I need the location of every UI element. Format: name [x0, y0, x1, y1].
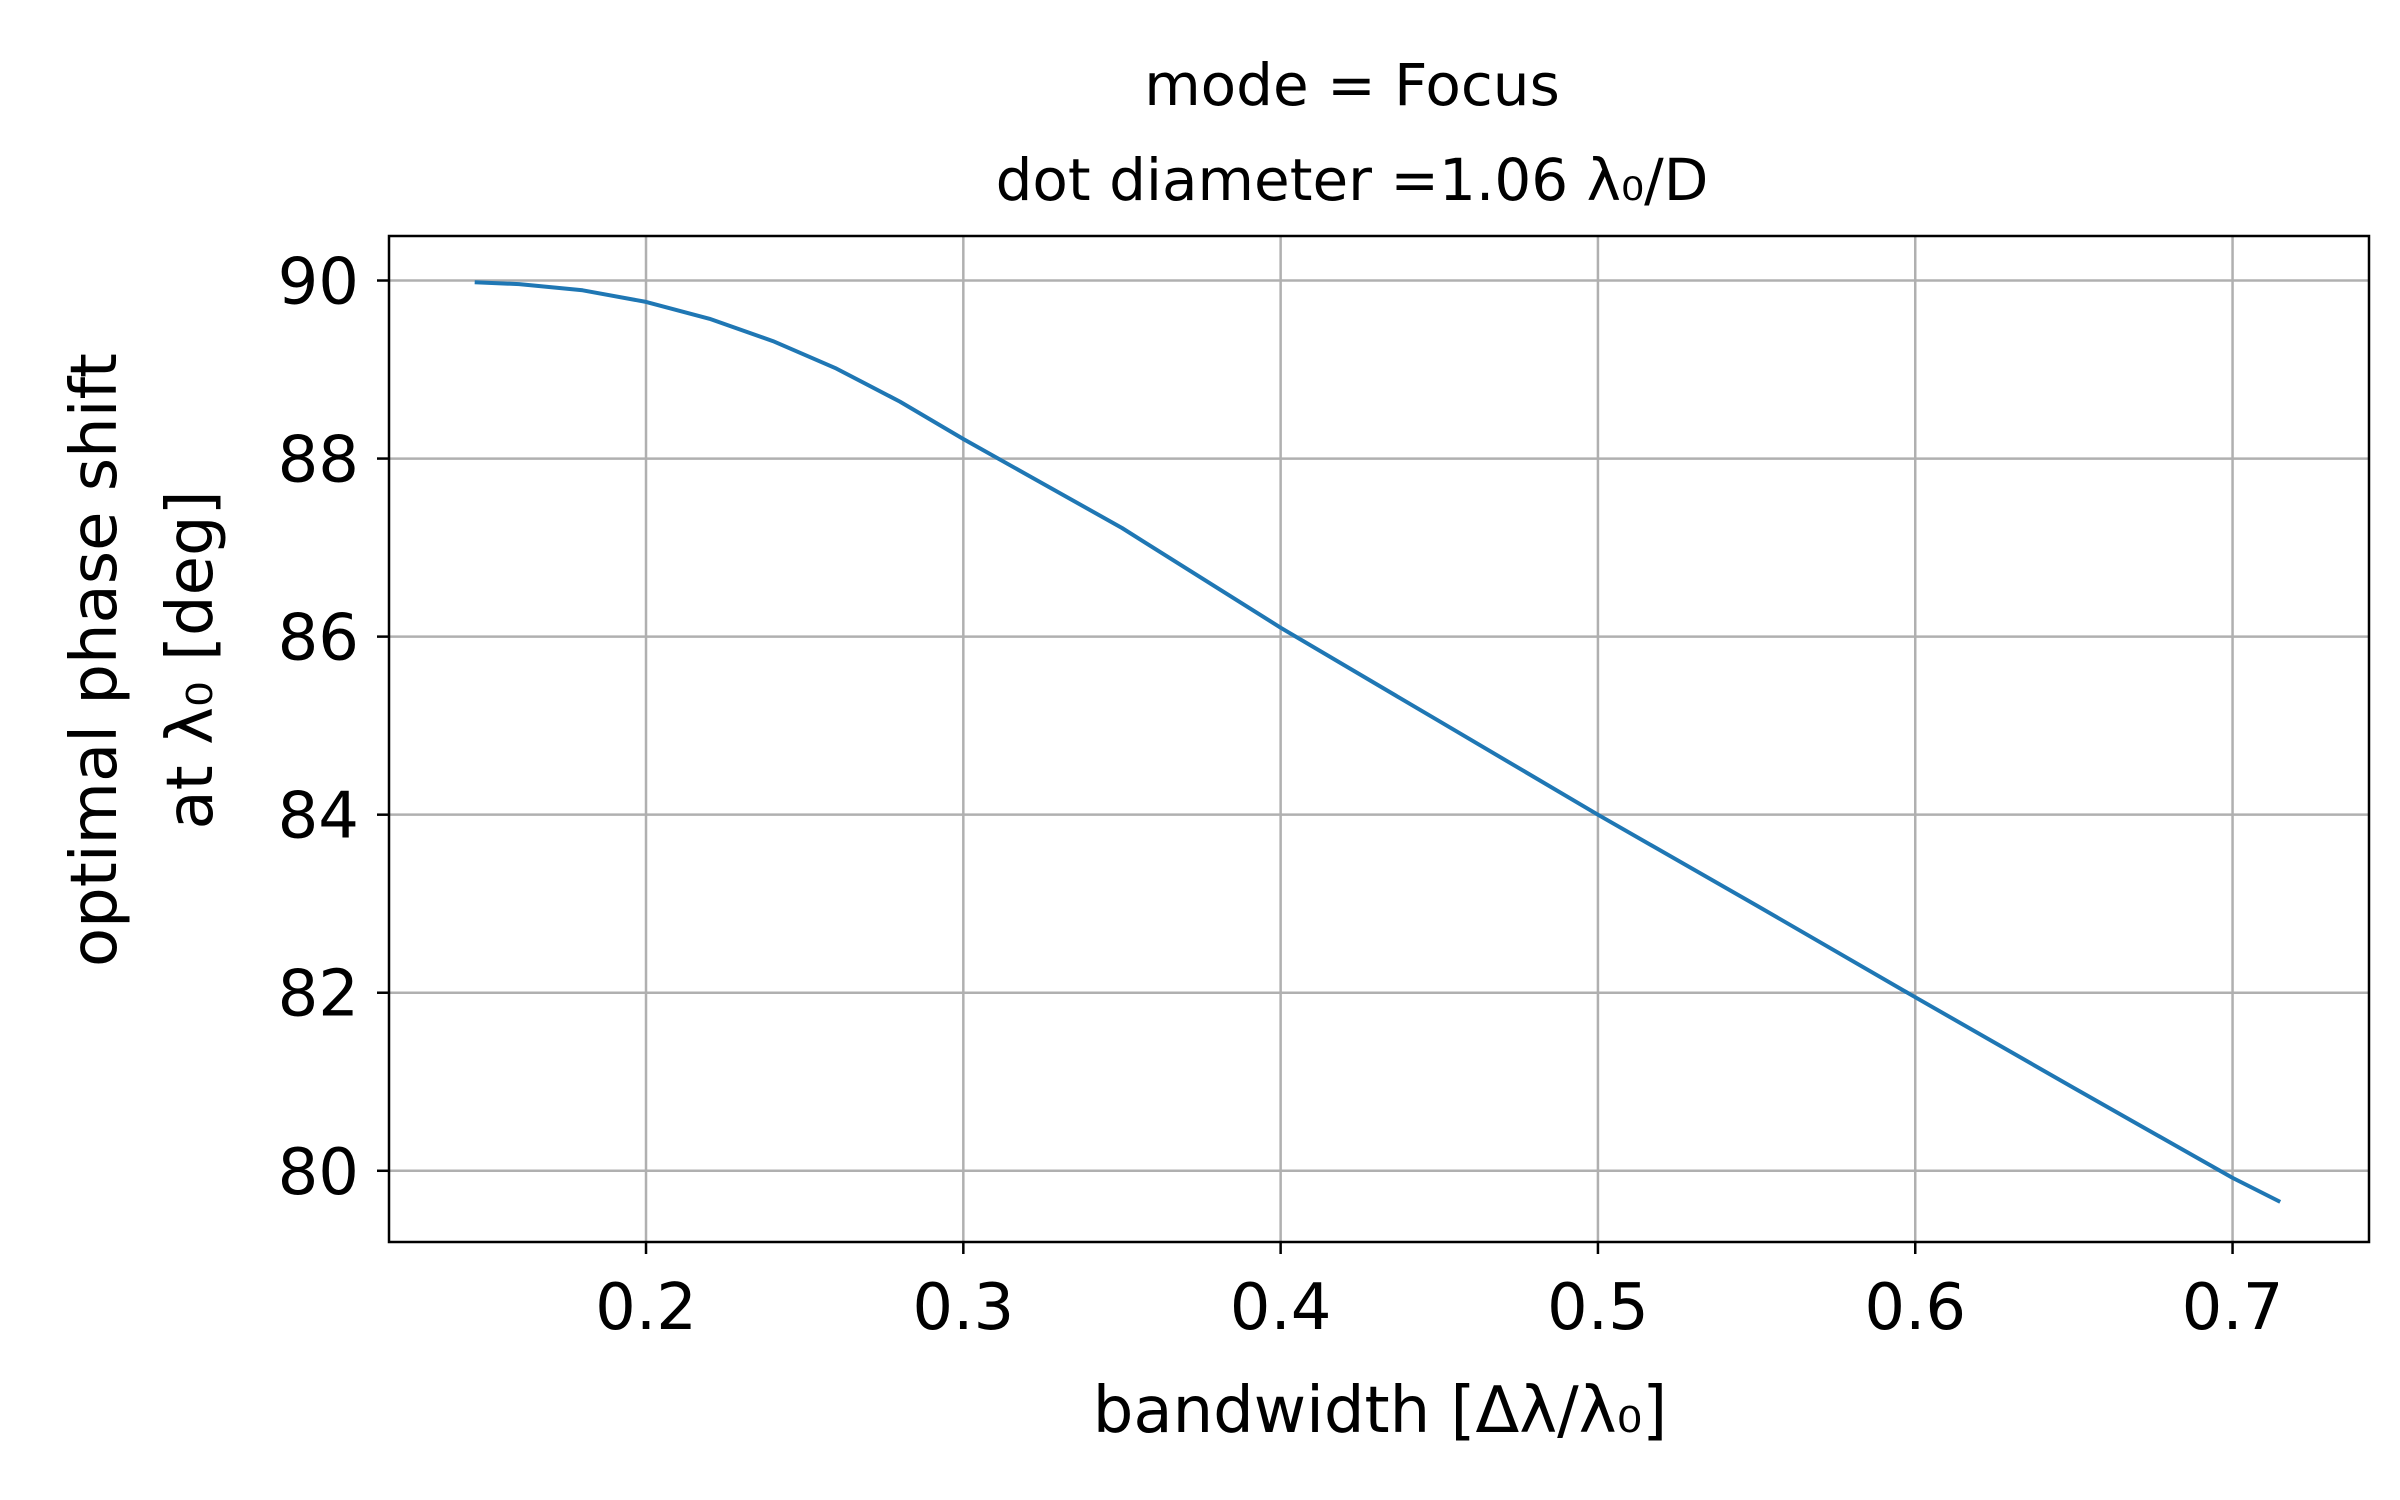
x-tick-label: 0.3 [912, 1271, 1014, 1345]
y-tick-label: 82 [278, 958, 359, 1032]
y-tick-label: 88 [278, 424, 359, 498]
y-axis-label-line1: optimal phase shift [58, 353, 132, 967]
series-line-0 [474, 280, 2282, 1204]
y-tick-label: 80 [278, 1136, 359, 1210]
chart-title-line1: mode = Focus [1144, 51, 1560, 119]
x-tick-label: 0.2 [595, 1271, 697, 1345]
x-axis-label: bandwidth [Δλ/λ₀] [1093, 1374, 1667, 1448]
plot-frame [387, 234, 2371, 1244]
chart-title-line2: dot diameter =1.06 λ₀/D [996, 146, 1709, 214]
y-tick-label: 86 [278, 602, 359, 676]
y-tick-label: 90 [278, 246, 359, 320]
x-tick-label: 0.6 [1864, 1271, 1966, 1345]
y-tick-label: 84 [278, 780, 359, 854]
axis-ticks: 0.2 0.3 0.4 0.5 0.6 0.7 80 82 84 86 88 90 [278, 246, 2284, 1345]
x-tick-label: 0.7 [2182, 1271, 2284, 1345]
series-layer [474, 280, 2282, 1204]
y-axis-label-line2: at λ₀ [deg] [154, 490, 228, 829]
x-tick-label: 0.5 [1547, 1271, 1649, 1345]
grid-lines [389, 236, 2369, 1242]
x-tick-label: 0.4 [1230, 1271, 1332, 1345]
